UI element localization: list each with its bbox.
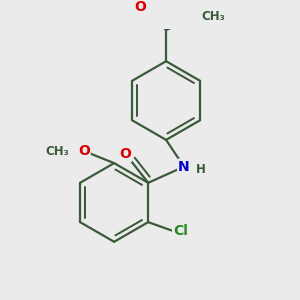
Text: CH₃: CH₃ (46, 145, 69, 158)
Text: O: O (119, 147, 131, 161)
Text: H: H (196, 163, 206, 176)
Text: O: O (78, 144, 90, 158)
Text: Cl: Cl (173, 224, 188, 238)
Text: CH₃: CH₃ (202, 10, 226, 23)
Text: O: O (134, 0, 146, 14)
Text: N: N (178, 160, 190, 174)
